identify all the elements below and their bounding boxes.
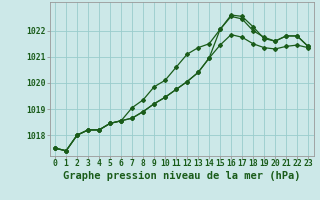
X-axis label: Graphe pression niveau de la mer (hPa): Graphe pression niveau de la mer (hPa) xyxy=(63,171,300,181)
